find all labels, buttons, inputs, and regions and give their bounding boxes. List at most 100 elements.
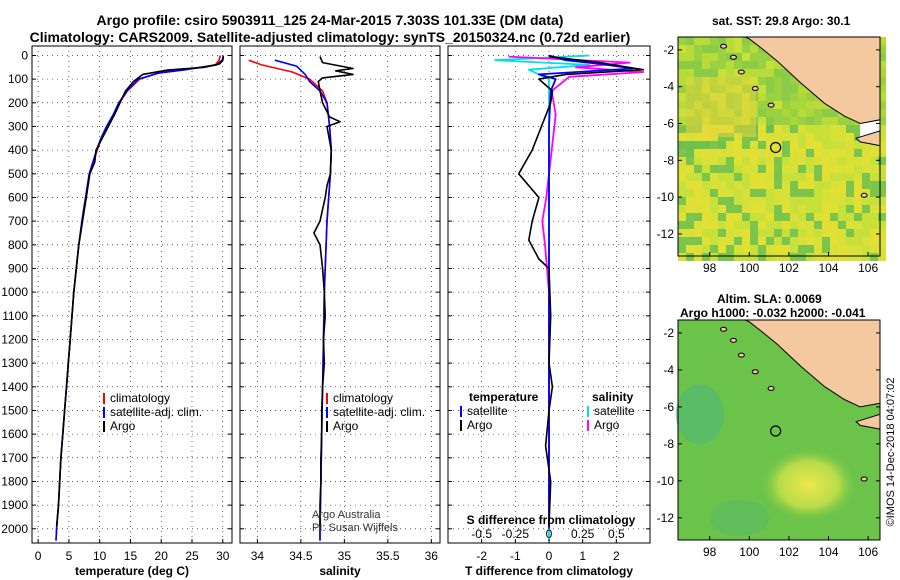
sst-pixel	[694, 197, 702, 205]
sst-pixel	[782, 133, 790, 141]
sst-pixel	[678, 45, 686, 53]
sst-pixel	[870, 205, 878, 213]
sst-pixel	[806, 125, 814, 133]
sst-pixel	[758, 149, 766, 157]
sst-pixel	[854, 165, 862, 173]
sst-pixel	[718, 53, 726, 61]
depth-tick-label: 1200	[1, 332, 28, 346]
series-line-satellite-adj-clim-	[55, 55, 225, 541]
salinity-x-tick-label: 34	[251, 549, 265, 563]
sst-pixel	[726, 45, 734, 53]
sst-pixel	[694, 165, 702, 173]
sst-pixel	[846, 237, 854, 245]
sst-pixel	[862, 165, 870, 173]
sst-pixel	[702, 181, 710, 189]
sst-pixel	[742, 181, 750, 189]
sst-pixel	[878, 245, 886, 253]
sst-pixel	[790, 93, 798, 101]
sst-pixel	[710, 173, 718, 181]
sst-pixel	[702, 237, 710, 245]
sst-pixel	[798, 205, 806, 213]
sst-pixel	[790, 133, 798, 141]
sst-pixel	[854, 141, 862, 149]
sst-pixel	[790, 213, 798, 221]
sst-pixel	[838, 205, 846, 213]
sst-pixel	[678, 173, 686, 181]
temperature-x-tick-label: 5	[66, 549, 73, 563]
sla-map-title: Altim. SLA: 0.0069	[717, 292, 822, 306]
sst-pixel	[686, 253, 694, 261]
sst-pixel	[798, 229, 806, 237]
sst-pixel	[814, 109, 822, 117]
sst-pixel	[830, 141, 838, 149]
sst-pixel	[742, 189, 750, 197]
sst-pixel	[782, 221, 790, 229]
sst-pixel	[758, 77, 766, 85]
sst-pixel	[846, 141, 854, 149]
series-line-temperature-argo	[517, 55, 645, 527]
sst-pixel	[814, 237, 822, 245]
sst-pixel	[678, 213, 686, 221]
sst-pixel	[766, 133, 774, 141]
sst-pixel	[830, 189, 838, 197]
sst-pixel	[830, 149, 838, 157]
sst-pixel	[758, 117, 766, 125]
sst-pixel	[814, 189, 822, 197]
sst-pixel	[854, 213, 862, 221]
sst-pixel	[862, 173, 870, 181]
sst-pixel	[718, 221, 726, 229]
sst-pixel	[766, 197, 774, 205]
sst-pixel	[830, 237, 838, 245]
sst-pixel	[830, 253, 838, 261]
depth-tick-label: 200	[8, 96, 28, 110]
difference-legend-label: Argo	[467, 418, 493, 432]
sst-pixel	[678, 221, 686, 229]
sst-pixel	[814, 181, 822, 189]
sst-map-island	[720, 43, 728, 49]
sst-pixel	[846, 157, 854, 165]
sst-pixel	[726, 237, 734, 245]
depth-tick-label: 1600	[1, 427, 28, 441]
sst-pixel	[718, 229, 726, 237]
sst-pixel	[734, 157, 742, 165]
sst-pixel	[758, 61, 766, 69]
sst-pixel	[878, 53, 886, 61]
sst-pixel	[686, 245, 694, 253]
sst-pixel	[862, 205, 870, 213]
sst-pixel	[846, 181, 854, 189]
sst-pixel	[862, 253, 870, 261]
difference-legend-label: satellite	[594, 404, 635, 418]
sst-pixel	[798, 197, 806, 205]
sst-pixel	[742, 173, 750, 181]
depth-tick-label: 900	[8, 261, 28, 275]
sst-pixel	[798, 125, 806, 133]
sst-pixel	[750, 173, 758, 181]
depth-tick-label: 600	[8, 190, 28, 204]
sst-pixel	[766, 93, 774, 101]
sst-pixel	[846, 213, 854, 221]
sst-pixel	[750, 181, 758, 189]
sst-pixel	[878, 101, 886, 109]
sst-pixel	[822, 133, 830, 141]
sst-pixel	[678, 149, 686, 157]
sst-pixel	[678, 69, 686, 77]
sst-pixel	[814, 149, 822, 157]
depth-tick-label: 1500	[1, 403, 28, 417]
sst-pixel	[742, 245, 750, 253]
sst-pixel	[742, 197, 750, 205]
sst-pixel	[726, 157, 734, 165]
sst-pixel	[846, 133, 854, 141]
sst-pixel	[806, 205, 814, 213]
sst-pixel	[726, 229, 734, 237]
sst-pixel	[870, 141, 878, 149]
sst-pixel	[686, 149, 694, 157]
sst-pixel	[750, 205, 758, 213]
sst-pixel	[694, 189, 702, 197]
sst-pixel	[678, 77, 686, 85]
sst-pixel	[830, 133, 838, 141]
temperature-x-tick-label: 15	[124, 549, 138, 563]
sst-pixel	[702, 197, 710, 205]
sst-lat-tick-label: -12	[657, 227, 675, 241]
sst-pixel	[718, 69, 726, 77]
sst-pixel	[686, 45, 694, 53]
